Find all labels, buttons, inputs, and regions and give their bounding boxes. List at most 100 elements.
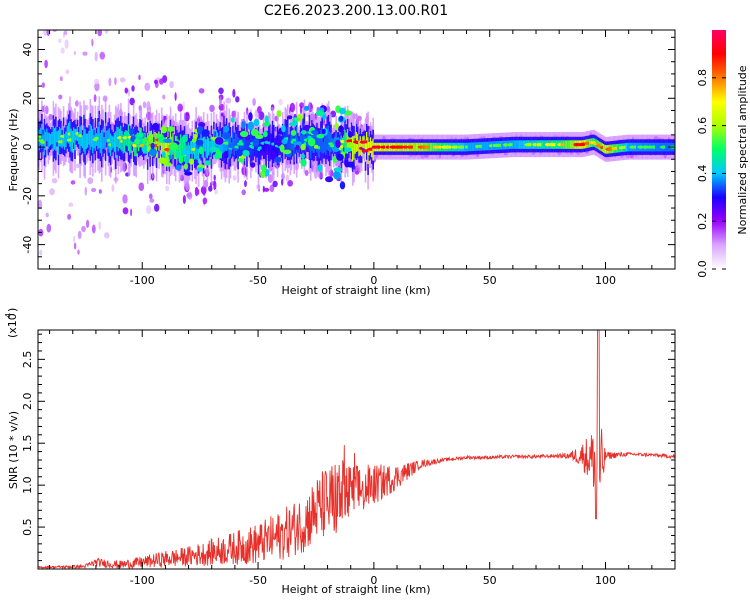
spectrogram-cell	[196, 125, 204, 135]
spectrogram-cell	[59, 126, 61, 147]
spectrogram-cell	[517, 140, 520, 149]
spectrogram-cell	[276, 110, 282, 118]
spectrogram-cell	[224, 134, 227, 159]
spectrogram-cell	[78, 132, 80, 145]
spectrogram-cell	[45, 212, 49, 218]
spectrogram-cell	[263, 121, 270, 127]
spectrogram-cell	[163, 162, 172, 167]
spectrogram-x-label: Height of straight line (km)	[281, 284, 430, 297]
spectrogram-cell	[86, 219, 90, 228]
spectrogram-cell	[123, 131, 126, 153]
spectrogram-cell	[91, 187, 97, 193]
spectrogram-cell	[154, 79, 158, 85]
spectrogram-cell	[572, 140, 574, 149]
x-tick-label: 0	[370, 574, 377, 587]
spectrogram-cell	[520, 140, 522, 149]
spectrogram-cell	[241, 189, 246, 196]
spectrogram-cell	[149, 131, 151, 157]
spectrogram-cell	[112, 136, 115, 148]
spectrogram-cell	[149, 148, 158, 157]
spectrogram-cell	[51, 132, 53, 144]
spectrogram-cell	[178, 140, 181, 162]
spectrogram-cell	[299, 105, 303, 115]
spectrogram-cell	[327, 125, 330, 151]
spectrogram-cell	[158, 157, 167, 164]
spectrogram-cell	[339, 107, 346, 115]
spectrogram-cell	[627, 142, 629, 152]
spectrogram-cell	[469, 142, 471, 152]
spectrogram-cell	[470, 142, 473, 152]
spectrogram-cell	[518, 140, 521, 149]
spectrogram-cell	[44, 132, 47, 150]
spectrogram-panel: -100 -50 0 50 100 -40 -20 0 20 40 Height of stra…	[7, 29, 676, 297]
spectrogram-cell	[193, 133, 198, 140]
spectrogram-cell	[307, 134, 309, 147]
spectrogram-cell	[64, 134, 66, 150]
spectrogram-cell	[111, 184, 115, 192]
spectrogram-cell	[150, 142, 155, 150]
spectrogram-cell	[163, 138, 173, 143]
spectrogram-cell	[97, 30, 102, 37]
spectrogram-cell	[108, 77, 112, 87]
spectrogram-cell	[149, 198, 155, 203]
spectrogram-cell	[252, 98, 256, 106]
spectrogram-cell	[521, 140, 523, 149]
spectrogram-cell	[83, 125, 85, 152]
spectrogram-cell	[269, 150, 276, 160]
spectrogram-cell	[214, 137, 224, 145]
spectrogram-cell	[127, 88, 130, 97]
spectrogram-cell	[325, 176, 334, 183]
x-tick-label: 100	[595, 574, 616, 587]
spectrogram-cell	[89, 124, 92, 151]
spectrogram-cell	[267, 134, 270, 159]
y-tick-label: 1.0	[21, 476, 34, 494]
spectrogram-cell	[219, 96, 222, 107]
spectrogram-cell	[79, 126, 81, 153]
y-tick-label: 1.5	[21, 434, 34, 452]
spectrogram-cell	[275, 141, 278, 156]
spectrogram-cell	[603, 144, 605, 153]
spectrogram-cell	[184, 171, 193, 176]
spectrogram-cell	[344, 129, 346, 155]
spectrogram-cell	[167, 126, 175, 132]
spectrogram-cell	[181, 149, 190, 156]
y-tick-label: 2.0	[21, 393, 34, 411]
spectrogram-cell	[322, 142, 325, 154]
spectrogram-cell	[59, 76, 63, 82]
spectrogram-cell	[60, 128, 62, 147]
spectrogram-cell	[67, 213, 72, 220]
spectrogram-cell	[160, 125, 168, 134]
spectrogram-cell	[332, 155, 338, 163]
spectrogram-cell	[174, 92, 177, 101]
spectrogram-cell	[189, 158, 194, 165]
spectrogram-cell	[73, 127, 75, 143]
spectrogram-cell	[289, 122, 298, 127]
spectrogram-cell	[359, 136, 362, 156]
spectrogram-cell	[197, 167, 203, 172]
spectrogram-cell	[293, 139, 295, 158]
spectrogram-cell	[274, 142, 276, 155]
spectrogram-cell	[321, 128, 326, 134]
spectrogram-cell	[225, 97, 232, 104]
spectrogram-cell	[205, 139, 208, 158]
spectrogram-cell	[314, 144, 319, 149]
spectrogram-cell	[64, 39, 69, 49]
spectrogram-cell	[618, 143, 620, 153]
spectrogram-cell	[45, 105, 49, 115]
y-tick-label: -40	[21, 236, 34, 254]
snr-series-line	[38, 330, 675, 569]
spectrogram-cell	[129, 134, 131, 155]
spectrogram-cell	[98, 189, 102, 194]
spectrogram-cell	[209, 141, 211, 153]
x-tick-label: -100	[130, 574, 155, 587]
spectrogram-cell	[260, 170, 266, 179]
spectrogram-cell	[228, 143, 235, 149]
spectrogram-cell	[198, 88, 205, 94]
spectrogram-cell	[197, 138, 200, 164]
spectrogram-cell	[128, 128, 135, 135]
spectrogram-cell	[162, 135, 164, 157]
y-tick-label: 0	[21, 144, 34, 151]
snr-y-tick-labels: 0.5 1.0 1.5 2.0 2.5	[21, 351, 34, 536]
spectrogram-cell	[501, 140, 503, 150]
spectrogram-cell	[304, 169, 309, 176]
